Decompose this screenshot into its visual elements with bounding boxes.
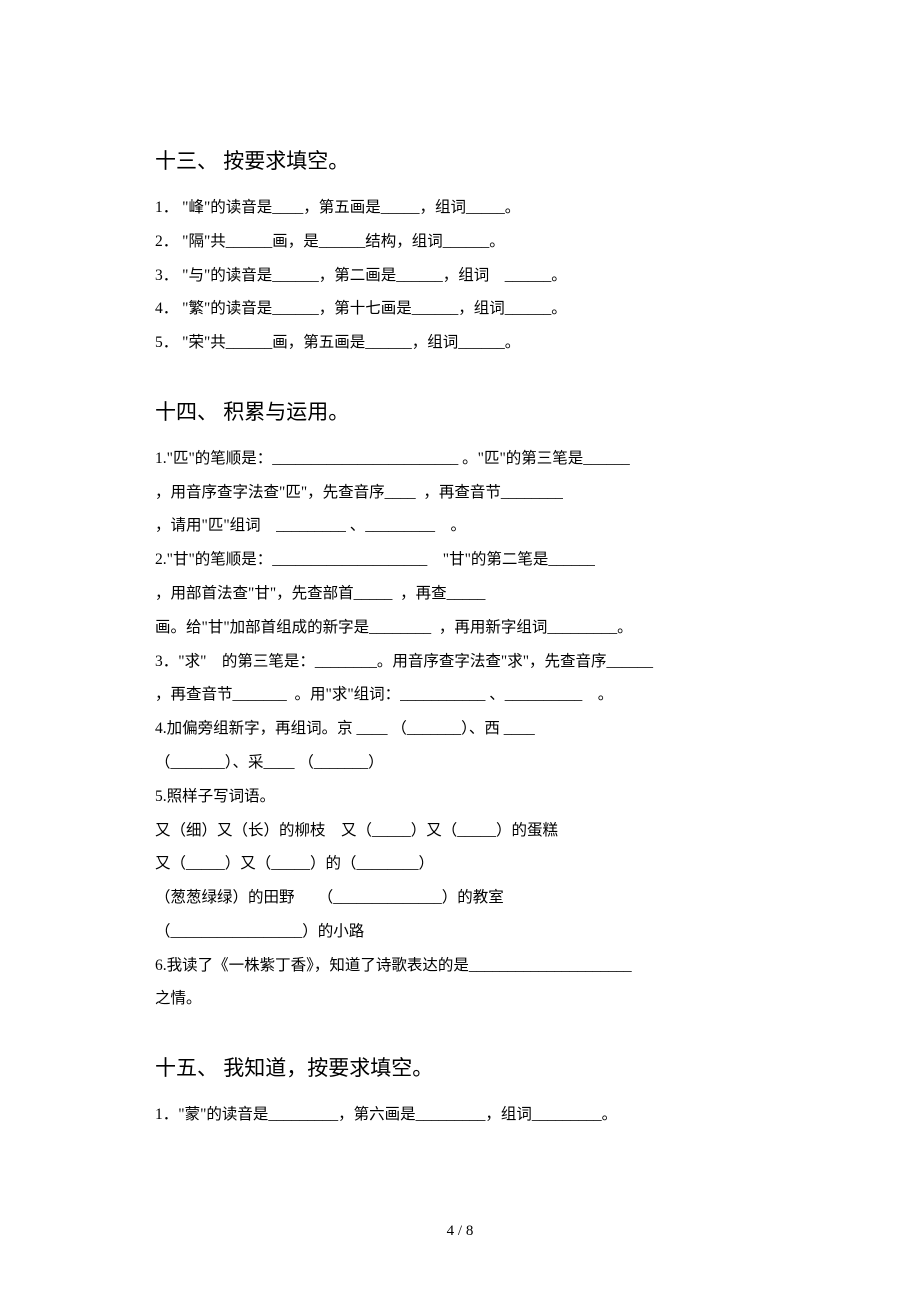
q14-3a: 3．"求" 的第三笔是：________。用音序查字法查"求"，先查音序____… — [155, 645, 765, 679]
page-footer: 4 / 8 — [0, 1223, 920, 1240]
q14-5c: 又（_____）又（_____）的（________） — [155, 847, 765, 881]
q13-2: 2． "隔"共______画，是______结构，组词______。 — [155, 225, 765, 259]
q15-1: 1．"蒙"的读音是_________，第六画是_________，组词_____… — [155, 1098, 765, 1132]
q14-4a: 4.加偏旁组新字，再组词。京 ____ （_______）、西 ____ — [155, 712, 765, 746]
q14-3b: ，再查音节_______ 。用"求"组词：___________ 、______… — [155, 678, 765, 712]
q14-6b: 之情。 — [155, 982, 765, 1016]
q14-1b: ，用音序查字法查"匹"，先查音序____ ，再查音节________ — [155, 476, 765, 510]
q14-4b: （_______）、采____ （_______） — [155, 746, 765, 780]
page-content: 十三、 按要求填空。 1． "峰"的读音是____，第五画是_____，组词__… — [0, 0, 920, 1132]
q14-5e: （_________________）的小路 — [155, 915, 765, 949]
q14-1c: ，请用"匹"组词 _________ 、_________ 。 — [155, 509, 765, 543]
q13-3: 3． "与"的读音是______，第二画是______，组词 ______。 — [155, 259, 765, 293]
section-15-heading: 十五、 我知道，按要求填空。 — [155, 1052, 765, 1082]
q13-1: 1． "峰"的读音是____，第五画是_____，组词_____。 — [155, 191, 765, 225]
q14-5b: 又（细）又（长）的柳枝 又（_____）又（_____）的蛋糕 — [155, 814, 765, 848]
q14-5a: 5.照样子写词语。 — [155, 780, 765, 814]
q14-5d: （葱葱绿绿）的田野 （______________）的教室 — [155, 881, 765, 915]
q14-6a: 6.我读了《一株紫丁香》，知道了诗歌表达的是__________________… — [155, 949, 765, 983]
section-14-heading: 十四、 积累与运用。 — [155, 396, 765, 426]
q14-2c: 画。给"甘"加部首组成的新字是________ ，再用新字组词_________… — [155, 611, 765, 645]
q14-2b: ，用部首法查"甘"，先查部首_____ ，再查_____ — [155, 577, 765, 611]
q14-1a: 1."匹"的笔顺是：________________________ 。"匹"的… — [155, 442, 765, 476]
q14-2a: 2."甘"的笔顺是：____________________ "甘"的第二笔是_… — [155, 543, 765, 577]
section-13-heading: 十三、 按要求填空。 — [155, 145, 765, 175]
q13-4: 4． "繁"的读音是______，第十七画是______，组词______。 — [155, 292, 765, 326]
q13-5: 5． "荣"共______画，第五画是______，组词______。 — [155, 326, 765, 360]
